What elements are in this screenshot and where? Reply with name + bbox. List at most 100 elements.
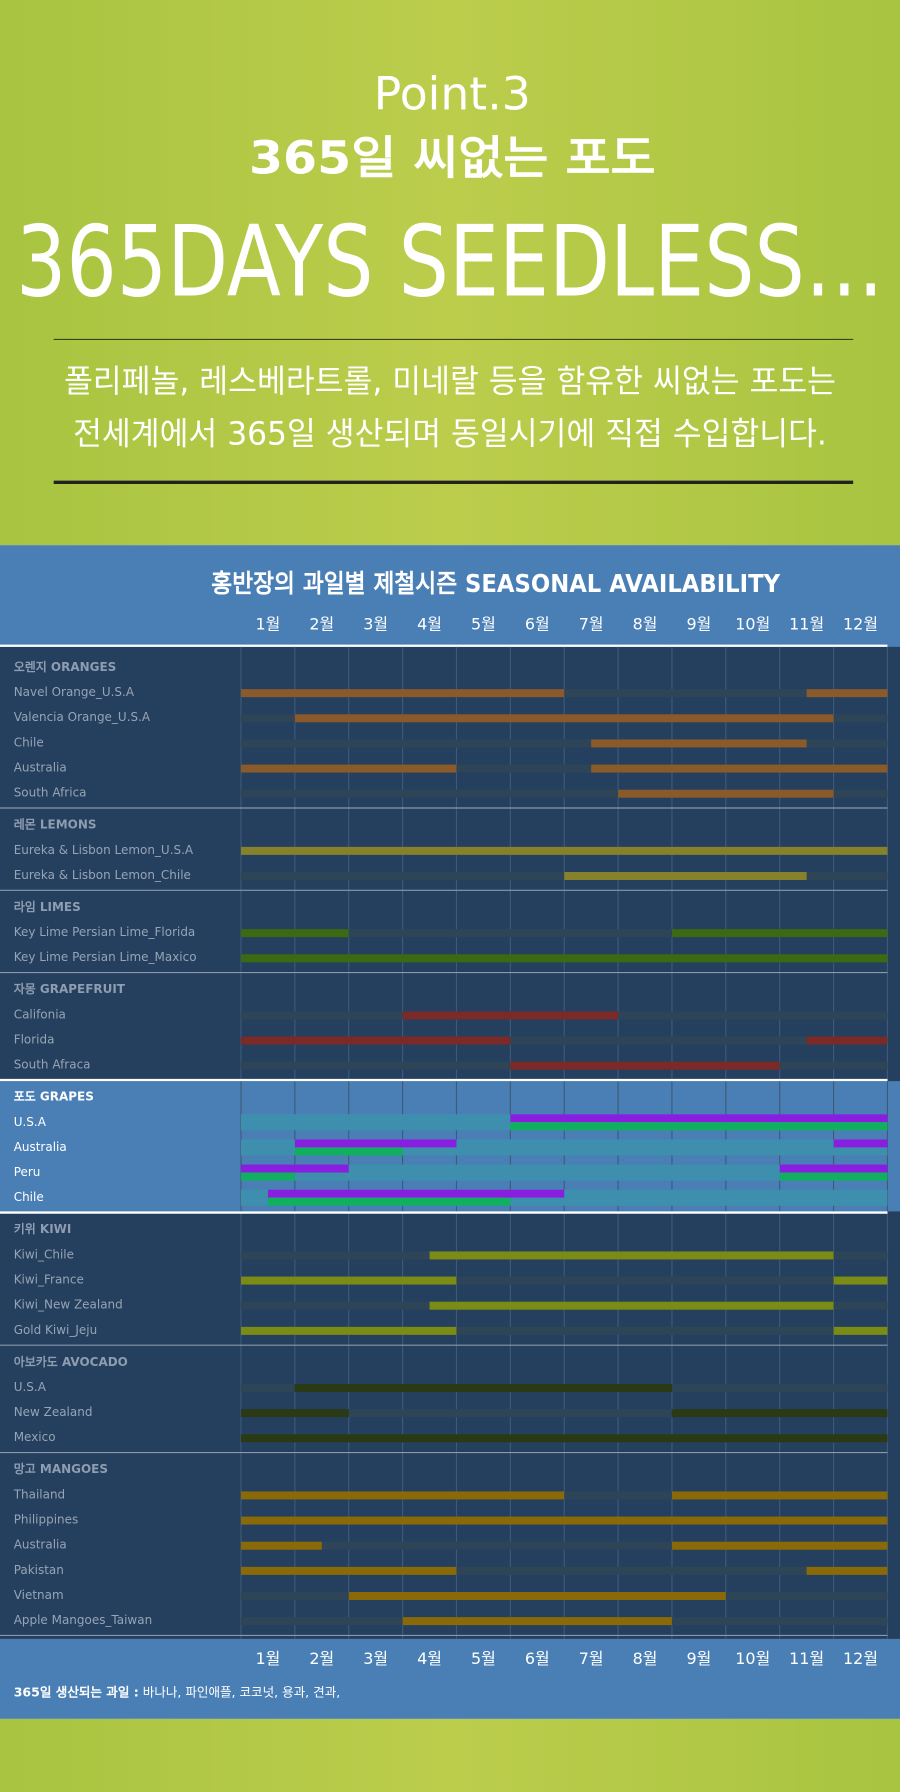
season-bar <box>240 954 888 963</box>
section-label: 키위 KIWI <box>14 1221 72 1236</box>
track <box>240 764 888 773</box>
row-label: Peru <box>14 1165 41 1179</box>
track <box>240 1197 888 1206</box>
season-bar <box>806 1566 888 1575</box>
title-en: 365DAYS SEEDLESS… <box>16 205 884 319</box>
season-bar <box>294 1147 403 1156</box>
season-bar <box>591 739 807 748</box>
season-bar <box>240 1566 457 1575</box>
point: Point.3 <box>374 68 531 121</box>
desc-line: 전세계에서 365일 생산되며 동일시기에 직접 수입합니다. <box>73 414 827 452</box>
season-bar <box>240 929 349 938</box>
row-label: Apple Mangoes_Taiwan <box>14 1613 152 1627</box>
track <box>240 1326 888 1335</box>
section-label: 망고 MANGOES <box>14 1462 108 1476</box>
season-bar <box>833 1326 888 1335</box>
row-label: Mexico <box>14 1430 56 1444</box>
season-bar <box>294 1139 457 1148</box>
season-bar <box>402 1617 672 1626</box>
season-bar <box>618 789 834 798</box>
season-bar <box>833 1139 888 1148</box>
season-bar <box>240 1164 349 1173</box>
track <box>240 1139 888 1148</box>
row-label: Eureka & Lisbon Lemon_Chile <box>14 868 191 882</box>
season-bar <box>564 872 807 880</box>
season-bar <box>240 764 457 773</box>
season-bar <box>240 1434 888 1443</box>
row-label: Australia <box>14 1140 67 1154</box>
month-label: 9월 <box>686 615 711 634</box>
row-label: U.S.A <box>14 1115 47 1129</box>
month-label: 3월 <box>363 1649 388 1668</box>
season-bar <box>267 1197 511 1206</box>
season-bar <box>240 1036 511 1045</box>
month-label: 10월 <box>735 615 770 634</box>
track <box>240 1172 888 1181</box>
month-label: 9월 <box>686 1649 711 1668</box>
season-bar <box>671 1541 888 1550</box>
track <box>240 1164 888 1173</box>
season-bar <box>402 1011 619 1020</box>
season-bar <box>240 1516 888 1525</box>
section-label: 자몽 GRAPEFRUIT <box>14 981 126 996</box>
track <box>240 1276 888 1285</box>
row-label: Kiwi_France <box>14 1272 84 1286</box>
season-bar <box>591 764 888 773</box>
desc-line: 폴리페놀, 레스베라트롤, 미네랄 등을 함유한 씨없는 포도는 <box>64 362 836 400</box>
track <box>240 1036 888 1045</box>
month-label: 4월 <box>417 615 442 634</box>
track <box>240 929 888 938</box>
month-label: 8월 <box>633 615 658 634</box>
row-label: Pakistan <box>14 1563 64 1577</box>
track <box>240 1566 888 1575</box>
title-ko: 365일 씨없는 포도 <box>249 132 656 185</box>
chart-title: 홍반장의 과일별 제철시즌 SEASONAL AVAILABILITY <box>211 569 781 598</box>
season-bar <box>267 1189 565 1198</box>
month-label: 12월 <box>843 615 878 634</box>
month-label: 1월 <box>255 1649 280 1668</box>
row-label: Kiwi_New Zealand <box>14 1298 123 1312</box>
season-bar <box>240 1491 565 1500</box>
row-label: Kiwi_Chile <box>14 1247 74 1261</box>
bottom-bg <box>0 1718 900 1792</box>
month-label: 10월 <box>735 1649 770 1668</box>
footer-text: 바나나, 파인애플, 코코넛, 용과, 견과, <box>143 1684 340 1699</box>
row-label: Califonia <box>14 1007 66 1021</box>
row-label: Chile <box>14 1190 44 1204</box>
season-bar <box>833 1276 888 1285</box>
track <box>240 789 888 798</box>
section-label: 오렌지 ORANGES <box>14 659 117 674</box>
month-label: 7월 <box>579 615 604 634</box>
footer-label: 365일 생산되는 과일 : <box>14 1684 139 1699</box>
season-bar <box>240 689 565 698</box>
season-bar <box>240 1172 295 1181</box>
season-bar <box>671 1409 888 1418</box>
season-bar <box>240 1326 457 1335</box>
month-label: 8월 <box>633 1649 658 1668</box>
row-label: Philippines <box>14 1512 79 1526</box>
track <box>240 1147 888 1156</box>
track <box>240 1541 888 1550</box>
month-label: 3월 <box>363 615 388 634</box>
season-bar <box>429 1251 834 1260</box>
season-bar <box>806 689 888 698</box>
season-bar <box>294 714 834 723</box>
season-bar <box>429 1301 834 1310</box>
season-bar <box>510 1061 780 1070</box>
row-label: Key Lime Persian Lime_Florida <box>14 925 196 939</box>
row-label: Vietnam <box>14 1588 64 1602</box>
row-label: Navel Orange_U.S.A <box>14 685 135 699</box>
season-bar <box>510 1114 888 1123</box>
month-label: 5월 <box>471 1649 496 1668</box>
footer: 365일 생산되는 과일 : 바나나, 파인애플, 코코넛, 용과, 견과, <box>14 1684 341 1699</box>
section-label: 라임 LIMES <box>14 899 81 914</box>
season-bar <box>671 1491 888 1500</box>
season-bar <box>671 929 888 938</box>
row-label: Gold Kiwi_Jeju <box>14 1323 97 1337</box>
row-label: Florida <box>14 1032 55 1046</box>
season-bar <box>510 1122 888 1131</box>
month-label: 4월 <box>417 1649 442 1668</box>
month-label: 5월 <box>471 615 496 634</box>
season-bar <box>240 1276 457 1285</box>
section-label: 레몬 LEMONS <box>14 817 97 832</box>
